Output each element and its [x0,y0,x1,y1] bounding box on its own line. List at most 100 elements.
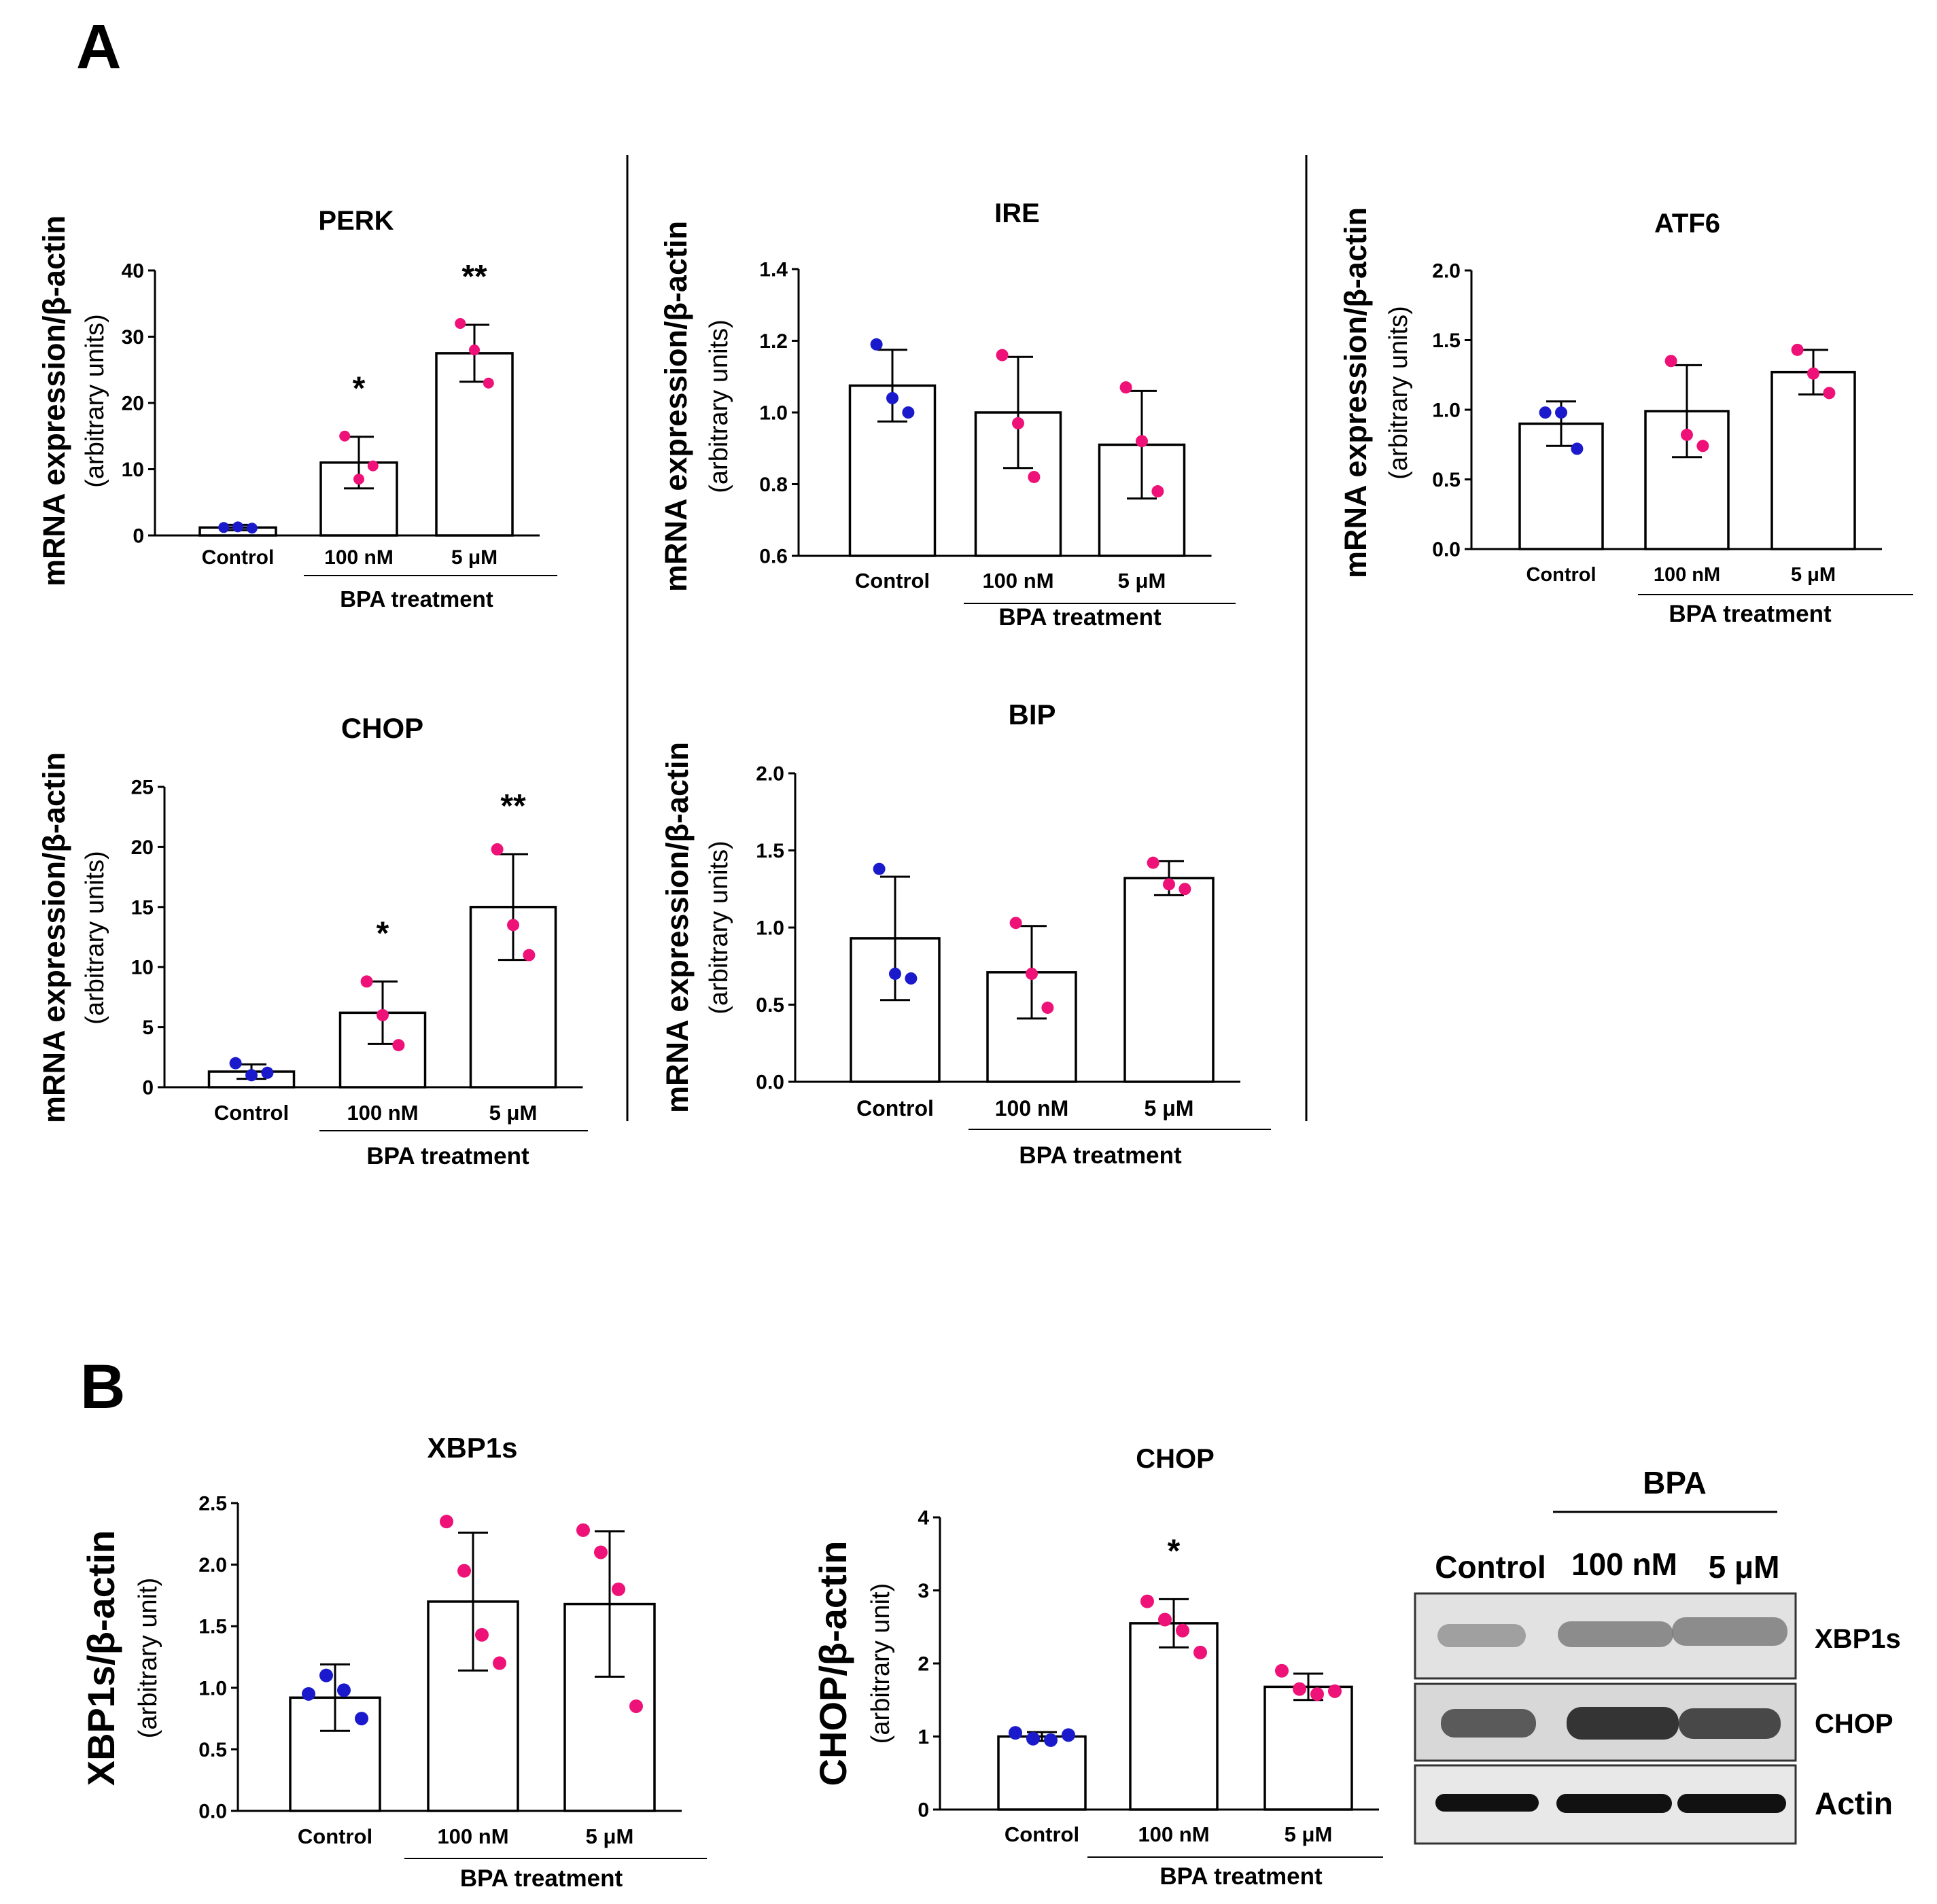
y-axis-sublabel: (arbitrary units) [705,319,733,493]
y-axis-label: mRNA expression/β-actin [1338,207,1373,578]
x-category-label: Control [214,1101,289,1125]
data-point [1328,1684,1342,1698]
y-tick-label: 0.8 [759,474,788,496]
data-point [507,919,519,932]
data-point [1119,381,1132,394]
data-point [1807,367,1819,380]
y-axis-sublabel: (arbitrary unit) [867,1583,895,1744]
data-point [889,968,901,981]
data-point [353,474,364,485]
data-point [355,1712,368,1726]
data-point [440,1515,453,1529]
y-tick-label: 0.5 [1432,469,1461,491]
data-point [1823,387,1836,400]
x-axis-label: BPA treatment [460,1865,623,1892]
data-point [483,377,494,389]
x-category-label: 100 nM [982,569,1053,593]
bar [1098,443,1186,557]
data-point [392,1039,405,1052]
data-point [232,521,243,533]
chart-chop_a: CHOP 0 5 10 15 20 25 mRNA expression/β-actin (ar… [37,712,588,1169]
chart-title: IRE [994,198,1040,228]
chart-title: CHOP [341,712,423,744]
blot-band [1437,1624,1526,1647]
data-point [1044,1733,1058,1747]
western-blot: BPA Control 100 nM 5 μM XBP1s CHOP Actin [1414,1465,1901,1845]
blot-lane-label: 5 μM [1709,1549,1780,1585]
data-point [870,338,883,351]
chart-title: BIP [1008,699,1055,730]
data-point [523,949,536,962]
blot-band [1677,1794,1786,1813]
data-point [1791,343,1804,356]
panel-b-label: B [80,1352,125,1422]
significance-marker: ** [500,788,526,824]
x-axis-label: BPA treatment [340,586,493,612]
data-point [246,523,258,534]
data-point [1026,968,1038,981]
data-point [1028,470,1041,483]
data-point [1136,435,1148,448]
chart-xbp1s: XBP1s 0.0 0.5 1.0 1.5 2.0 2.5 XBP1s/β-actin (arb… [80,1432,707,1892]
x-axis-label: BPA treatment [366,1143,529,1169]
y-tick-label: 0.0 [756,1072,784,1094]
data-point [229,1057,242,1070]
chart-chop_b: CHOP 0 1 2 3 4 CHOP/β-actin (arbitrary unit) Con… [812,1444,1383,1890]
data-point [1275,1663,1289,1678]
data-point [1193,1645,1207,1659]
y-tick-label: 30 [122,326,144,349]
y-tick-label: 0.6 [759,546,788,568]
bar [469,906,557,1089]
data-point [594,1545,608,1559]
chart-ire: IRE 0.6 0.8 1.0 1.2 1.4 mRNA expression/β-acti… [659,198,1236,631]
data-point [261,1066,274,1079]
bar [1123,877,1215,1083]
y-tick-label: 0.5 [756,994,784,1017]
chart-title: XBP1s [427,1432,517,1464]
x-category-label: 100 nM [437,1824,508,1848]
x-category-label: 5 μM [489,1101,538,1125]
data-point [1176,1623,1189,1638]
data-point [1158,1612,1172,1627]
chart-atf6: ATF6 0.0 0.5 1.0 1.5 2.0 mRNA expression/β-act… [1338,207,1913,627]
y-axis-sublabel: (arbitrary units) [81,314,109,488]
y-axis-label: mRNA expression/β-actin [660,742,695,1113]
y-tick-label: 0 [142,1077,154,1099]
bar [997,1735,1087,1811]
data-point [1293,1682,1306,1696]
y-tick-label: 0.0 [1432,539,1461,561]
x-category-label: 5 μM [1791,564,1836,586]
data-point [1140,1594,1154,1608]
data-point [491,843,504,856]
y-tick-label: 15 [131,896,154,919]
data-point [886,391,898,404]
chart-title: CHOP [1136,1444,1215,1474]
x-category-label: 100 nM [324,546,394,569]
y-tick-label: 10 [131,957,154,979]
significance-marker: * [1168,1533,1181,1569]
y-tick-label: 40 [122,260,144,283]
data-point [1147,856,1159,869]
x-category-label: 5 μM [1145,1096,1194,1121]
y-tick-label: 2.0 [1432,260,1461,283]
data-point [1026,1731,1040,1746]
data-point [1012,417,1024,429]
x-axis-label: BPA treatment [1669,601,1832,627]
data-point [1009,1726,1022,1740]
y-tick-label: 2.5 [198,1493,227,1515]
y-tick-label: 1.4 [759,259,788,281]
data-point [367,460,379,472]
data-point [377,1008,389,1021]
x-category-label: Control [298,1824,372,1848]
x-category-label: 100 nM [1654,564,1720,586]
y-tick-label: 1 [918,1726,929,1748]
x-category-label: 100 nM [995,1096,1068,1121]
blot-band [1679,1708,1781,1739]
y-tick-label: 1.2 [759,330,788,353]
data-point [905,972,918,985]
data-point [1062,1728,1075,1742]
blot-lane-label: Control [1435,1549,1546,1585]
data-point [337,1683,351,1697]
